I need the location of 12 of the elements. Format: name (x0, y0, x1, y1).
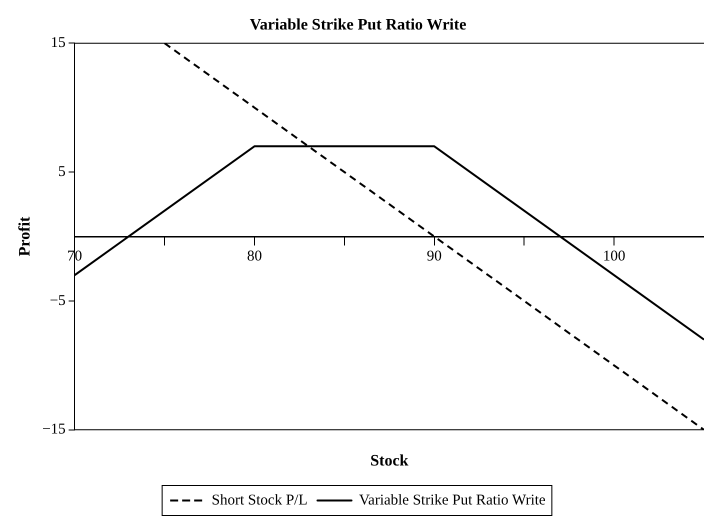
y-axis-title: Profit (16, 216, 34, 256)
y-tick-label: −5 (50, 292, 66, 309)
x-tick-label: 100 (602, 248, 626, 264)
y-tick-label: 5 (58, 164, 66, 180)
x-tick-label: 90 (426, 248, 442, 264)
y-tick-label: 15 (50, 35, 66, 52)
x-axis-title: Stock (370, 452, 409, 470)
x-tick-label: 80 (246, 248, 262, 264)
y-tick-label: −15 (42, 422, 66, 438)
legend-label: Short Stock P/L (212, 492, 308, 508)
legend-label: Variable Strike Put Ratio Write (358, 492, 546, 508)
chart-title: Variable Strike Put Ratio Write (250, 16, 466, 34)
